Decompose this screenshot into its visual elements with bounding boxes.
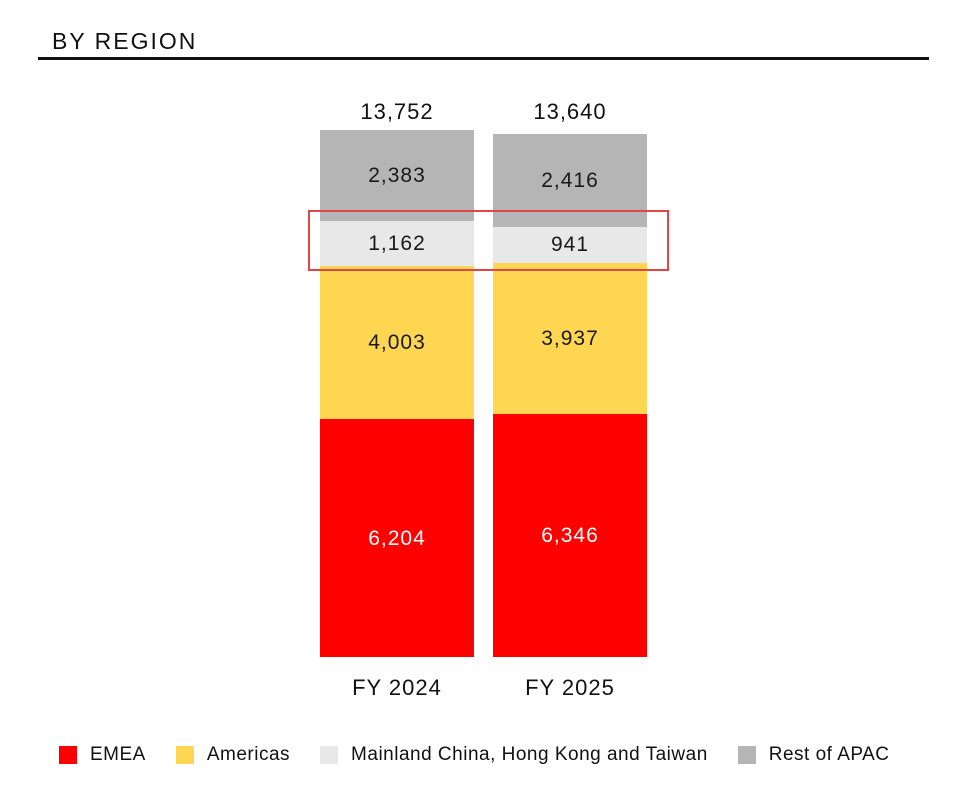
segment-value-label: 4,003 bbox=[368, 330, 426, 354]
legend-item-label: Mainland China, Hong Kong and Taiwan bbox=[351, 744, 708, 765]
segment-value-label: 6,204 bbox=[368, 526, 426, 550]
legend-item-label: Americas bbox=[206, 744, 291, 765]
legend-item-label: Rest of APAC bbox=[768, 744, 890, 765]
legend-item: EMEA bbox=[59, 744, 146, 766]
legend-swatch-americas bbox=[175, 746, 194, 764]
bar-segment-rest-of-apac: 2,383 bbox=[320, 129, 474, 222]
bar-segment-mainland-china-hong-kong-and-taiwan: 941 bbox=[493, 226, 647, 263]
category-label: FY 2024 bbox=[352, 675, 442, 700]
highlight-box bbox=[308, 210, 669, 271]
bar-segment-americas: 4,003 bbox=[320, 265, 474, 420]
title-underline bbox=[38, 57, 929, 60]
legend-swatch-mainland-china-hong-kong-and-taiwan bbox=[320, 746, 339, 764]
segment-value-label: 3,937 bbox=[541, 326, 599, 350]
bar-segment-mainland-china-hong-kong-and-taiwan: 1,162 bbox=[320, 221, 474, 266]
bar-segment-emea: 6,204 bbox=[320, 419, 474, 657]
legend-swatch-rest-of-apac bbox=[737, 746, 756, 764]
bar-segment-americas: 3,937 bbox=[493, 262, 647, 414]
segment-value-label: 2,416 bbox=[541, 168, 599, 192]
category-label: FY 2025 bbox=[525, 675, 615, 700]
chart-title: BY REGION bbox=[52, 28, 198, 54]
legend-item: Rest of APAC bbox=[737, 744, 890, 766]
legend-item: Mainland China, Hong Kong and Taiwan bbox=[320, 744, 708, 766]
bar-total-label: 13,752 bbox=[360, 99, 434, 124]
segment-value-label: 941 bbox=[550, 233, 590, 257]
bar-segment-emea: 6,346 bbox=[493, 413, 647, 657]
legend-item: Americas bbox=[175, 744, 291, 766]
legend: EMEA Americas Mainland China, Hong Kong an… bbox=[59, 744, 890, 766]
bar-total-label: 13,640 bbox=[533, 99, 607, 124]
legend-item-label: EMEA bbox=[90, 744, 146, 765]
segment-value-label: 6,346 bbox=[541, 523, 599, 547]
legend-swatch-emea bbox=[59, 746, 77, 764]
segment-value-label: 1,162 bbox=[368, 231, 426, 255]
segment-value-label: 2,383 bbox=[368, 163, 426, 187]
